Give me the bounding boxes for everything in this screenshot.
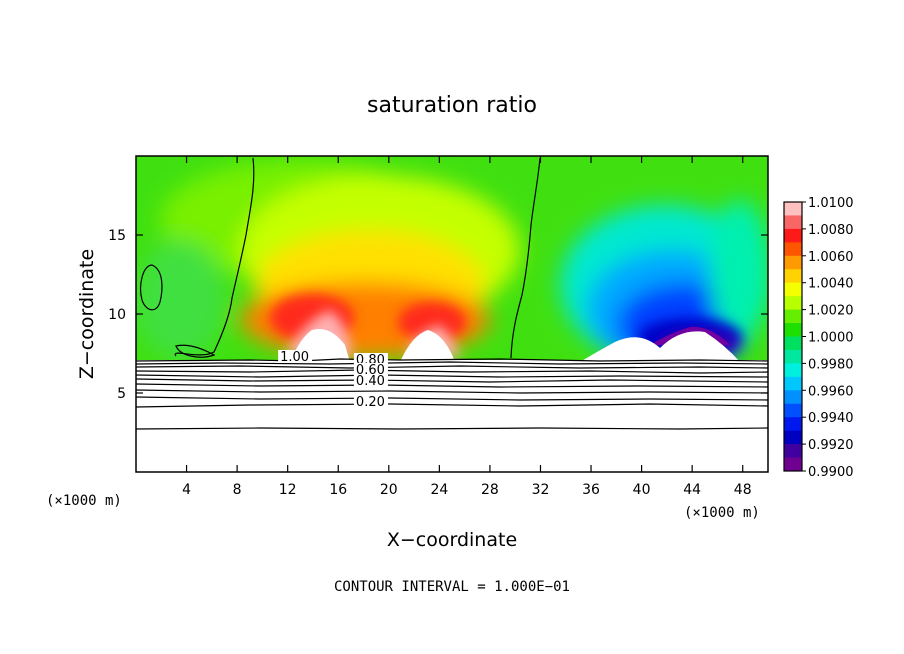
contour-label: 0.20 [356,395,385,410]
colorbar-label: 1.0080 [808,223,854,238]
colorbar-label: 0.9900 [808,465,854,480]
contour-line-0.80 [136,369,768,374]
contour-small-loop [175,344,216,358]
saturation-field [136,156,768,472]
x-tick-label: 28 [481,482,499,498]
colorbar-label: 0.9940 [808,411,854,426]
contour-upper-middle-boundary [510,157,541,359]
x-tick-label: 12 [279,482,297,498]
x-tick-label: 4 [182,482,191,498]
contour-line-0.50 [136,383,768,388]
contour-line-0.20 [136,403,768,408]
x-tick-label: 40 [633,482,651,498]
contour-label-backdrop [353,353,388,366]
chart-title: saturation ratio [367,93,537,118]
contour-labels: 1.00 0.800.600.400.20 [278,350,388,410]
field-right-cyan-strip [710,200,768,340]
contour-line-0.30 [136,396,768,401]
colorbar-label: 0.9920 [808,438,854,453]
colorbar-label: 0.9980 [808,357,854,372]
x-tick-label: 32 [532,482,550,498]
field-left-green-zone [136,240,225,360]
plot-area: 1.00 0.800.600.400.20 [136,156,768,472]
colorbar-label: 1.0040 [808,277,854,292]
contour-line-0.60 [136,378,768,383]
x-tick-label: 24 [430,482,448,498]
contour-line-0.70 [136,374,768,378]
contour-label: 1.00 [280,350,309,365]
colorbar-band [784,444,802,459]
colorbar-label: 1.0100 [808,196,854,211]
z-unit-label: (×1000 m) [46,493,122,509]
colorbar-band [784,228,802,243]
colorbar-band [784,242,802,257]
field-lower-white [136,360,768,472]
colorbar-band [784,215,802,230]
y-tick-label: 5 [117,386,126,402]
colorbar-band [784,296,802,311]
contour-line-1.00 [136,358,768,362]
y-axis-ticks: 5 10 15 [108,228,768,402]
colorbar-band [784,323,802,337]
contour-label-backdrop [353,363,388,376]
x-tick-label: 44 [683,482,701,498]
x-tick-label: 20 [380,482,398,498]
x-tick-label: 48 [734,482,752,498]
x-axis-ticks: 4 8 12 16 20 24 28 32 36 40 44 48 [182,156,752,498]
contour-interval-note: CONTOUR INTERVAL = 1.000E−01 [334,579,570,595]
colorbar-band [784,336,802,351]
field-red-right-lobe [398,302,466,342]
colorbar-label: 0.9960 [808,384,854,399]
colorbar-label: 1.0020 [808,304,854,319]
colorbar-band [784,417,802,432]
colorbar-band [784,457,802,472]
colorbar-band [784,202,802,216]
contour-line-0.90 [136,365,768,369]
colorbar-label: 1.0000 [808,331,854,346]
x-tick-label: 8 [233,482,242,498]
colorbar: 1.0100 1.0080 1.0060 1.0040 1.0020 1.0000 0.99… [783,196,854,480]
colorbar-band [784,363,802,378]
contour-upper-left-boundary [174,157,255,357]
colorbar-label: 1.0060 [808,250,854,265]
colorbar-band [784,269,802,284]
x-tick-label: 16 [329,482,347,498]
x-unit-label: (×1000 m) [684,505,760,521]
contour-label-backdrop [353,395,388,408]
colorbar-band [784,255,802,270]
contour-line-0.95 [136,361,768,365]
contour-closed-loop [140,264,163,311]
colorbar-band [784,282,802,297]
x-tick-label: 36 [582,482,600,498]
contour-line-0.10 [136,427,768,430]
contour-line-0.40 [136,389,768,394]
field-white-top-region [290,329,740,362]
colorbar-band [784,376,802,391]
contour-label-backdrop [278,350,313,363]
colorbar-band [784,430,802,445]
colorbar-band [784,390,802,405]
contour-label-backdrop [353,374,388,387]
colorbar-band [784,403,802,418]
y-axis-label: Z−coordinate [76,249,98,379]
y-tick-label: 10 [108,307,126,323]
contour-lines [136,157,768,430]
y-tick-label: 15 [108,228,126,244]
colorbar-band [784,309,802,324]
x-axis-label: X−coordinate [387,529,517,551]
contour-label: 0.40 [356,374,385,389]
colorbar-band [784,349,802,364]
